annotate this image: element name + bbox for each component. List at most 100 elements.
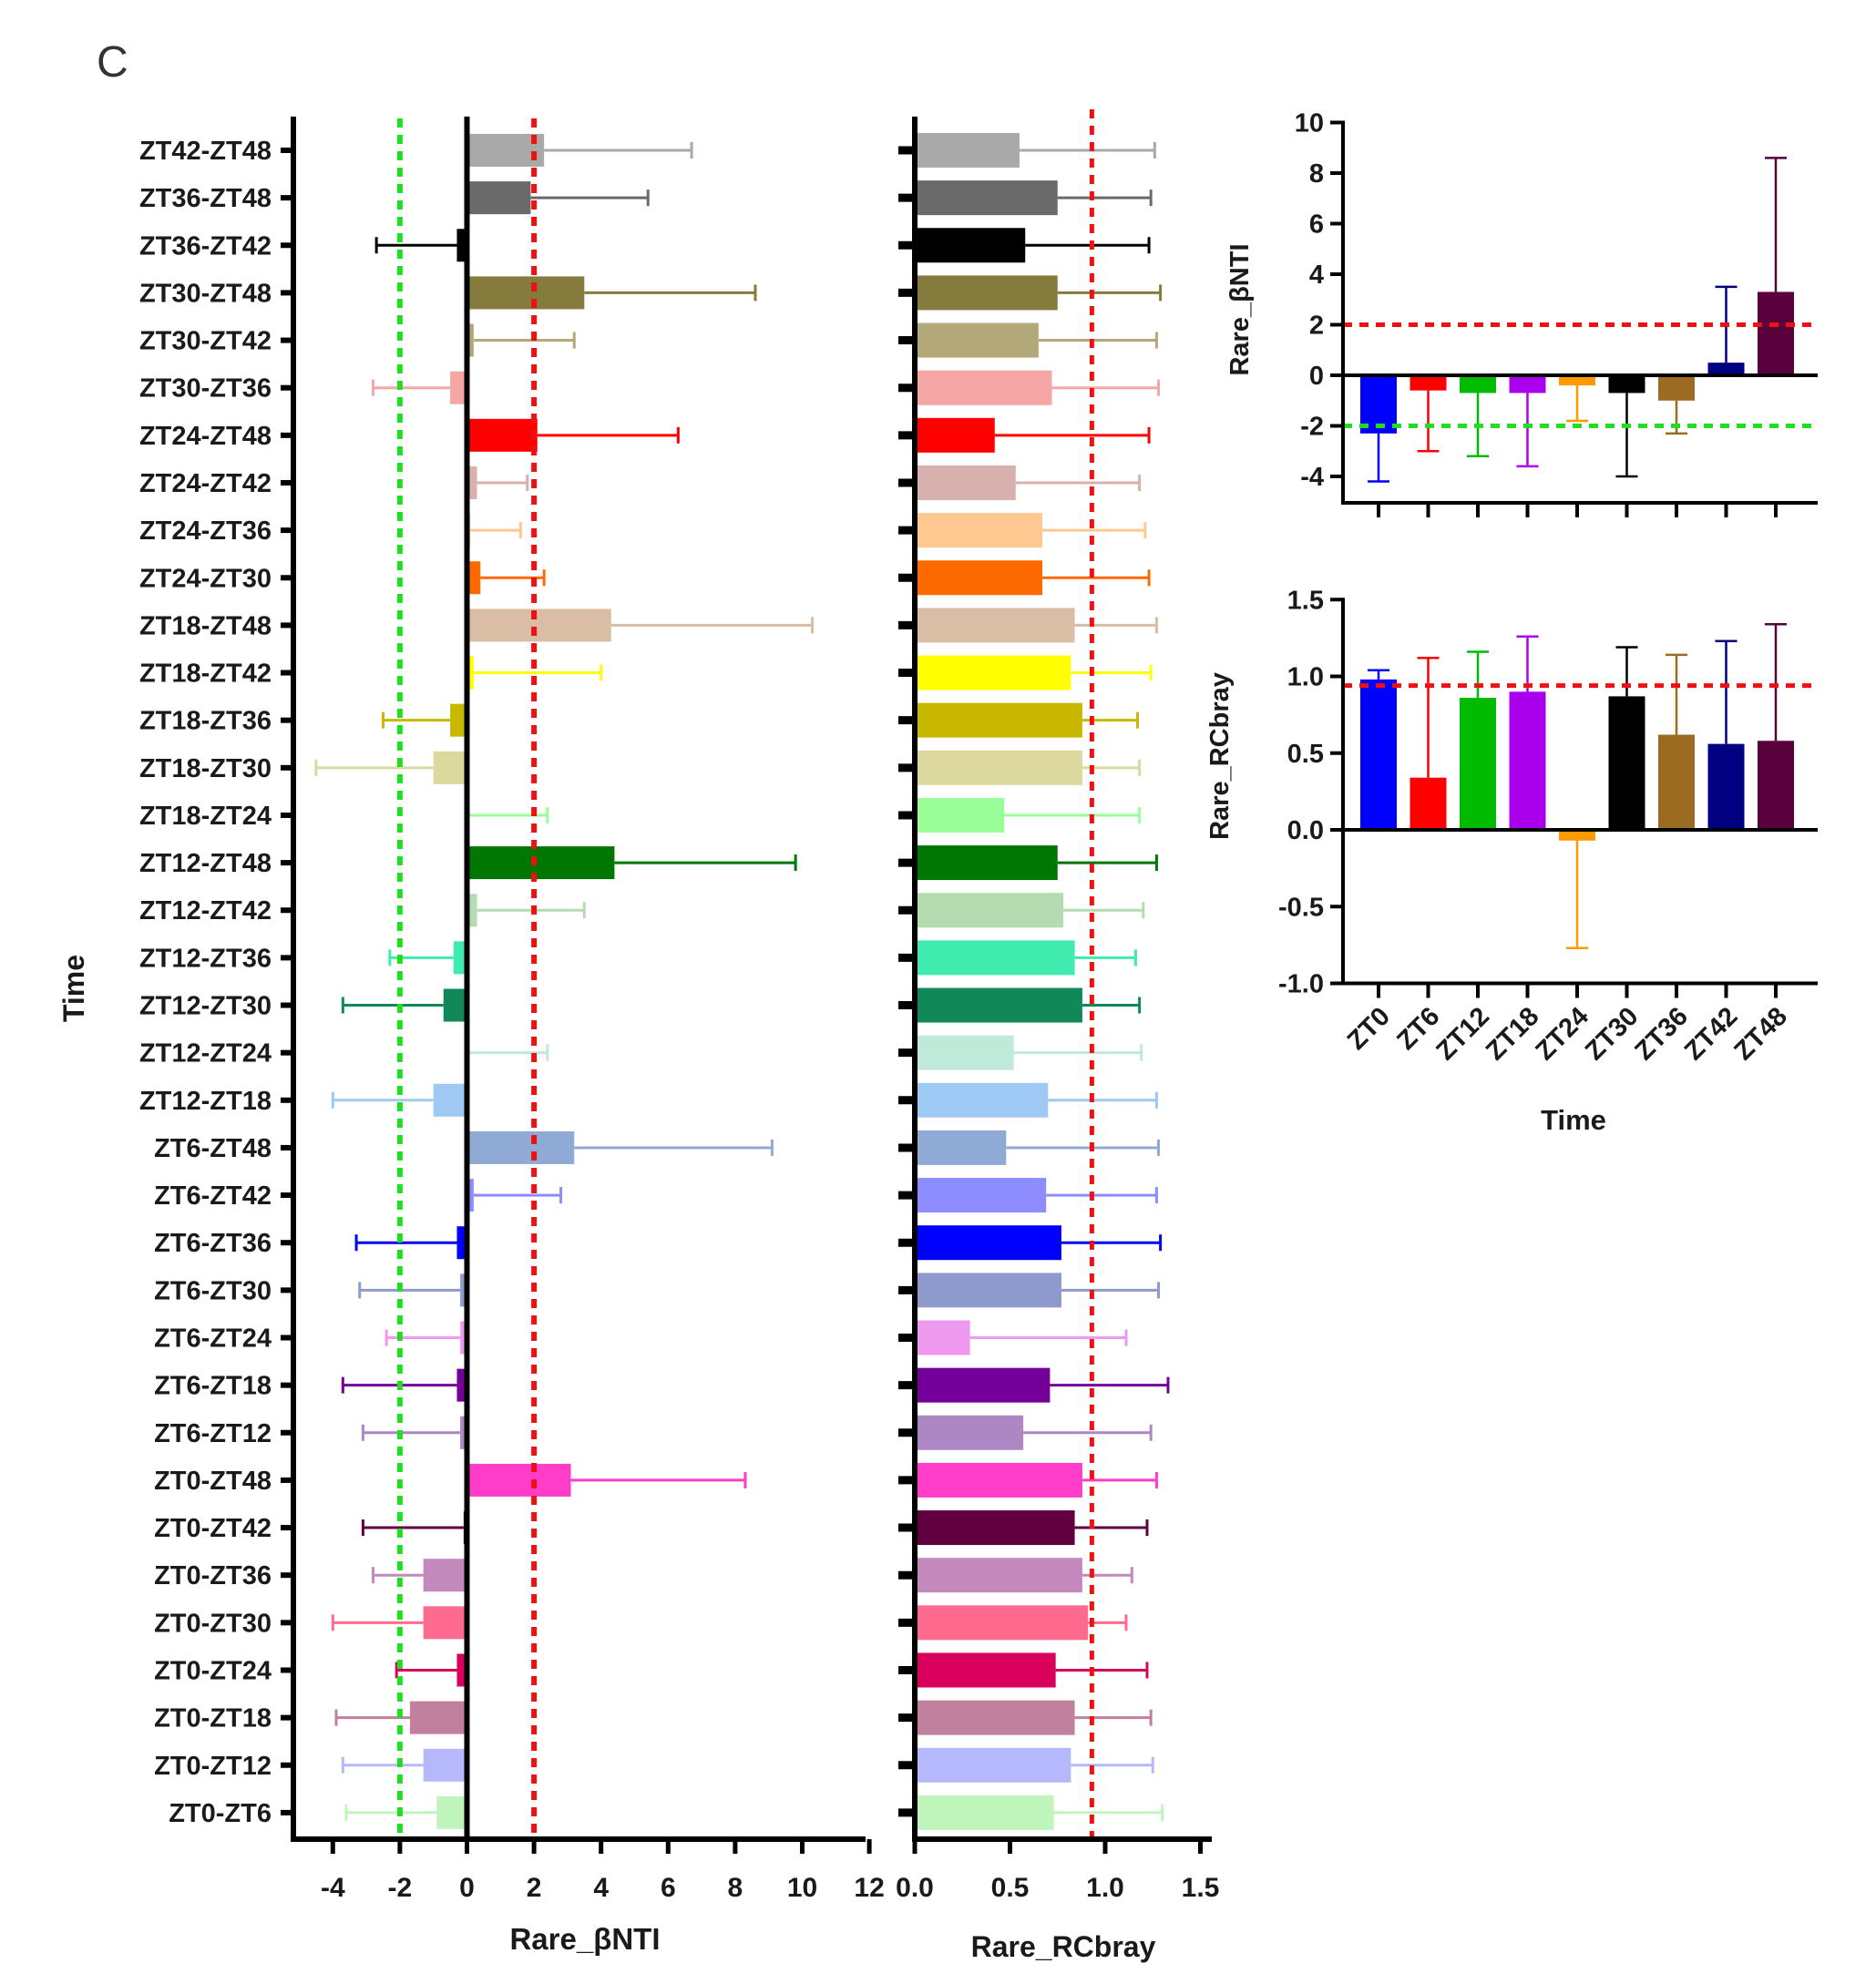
bar (423, 1559, 467, 1592)
bar (1608, 375, 1645, 394)
bar (915, 465, 1016, 500)
bar (433, 1083, 467, 1117)
bar (433, 751, 467, 784)
x-axis-title: Time (1541, 1104, 1606, 1136)
bar (915, 702, 1082, 738)
category-label: ZT24-ZT36 (139, 516, 272, 546)
y-tick-label: 4 (1309, 261, 1324, 290)
category-label: ZT6-ZT42 (154, 1181, 272, 1211)
bar (460, 1273, 467, 1307)
category-label: ZT0-ZT36 (154, 1561, 272, 1590)
category-label: ZT0-ZT24 (154, 1656, 272, 1685)
bar (456, 1653, 467, 1687)
x-tick-label: -4 (321, 1873, 345, 1903)
category-label: ZT12-ZT48 (139, 849, 272, 878)
bar (466, 1179, 474, 1212)
bar (915, 1605, 1089, 1641)
category-label: ZT24-ZT30 (139, 564, 272, 593)
bar (915, 655, 1071, 690)
bar (456, 1368, 467, 1402)
bar (466, 323, 474, 357)
y-tick-label: -1.0 (1278, 970, 1324, 999)
y-tick-label: 10 (1295, 109, 1324, 138)
bar (466, 181, 531, 215)
bar (460, 1416, 467, 1449)
bar (1460, 375, 1496, 394)
bar (466, 561, 481, 595)
top-right-bnti-chart: -4 -2 0 2 4 6 8 10 Rare_βNTI (1225, 109, 1818, 517)
bar (443, 988, 467, 1022)
x-tick-label: ZT12 (1430, 1002, 1494, 1066)
category-label: ZT0-ZT12 (154, 1752, 272, 1781)
category-label: ZT18-ZT30 (139, 754, 272, 783)
bar (423, 1748, 467, 1782)
bar (1758, 741, 1794, 830)
bar (466, 608, 611, 642)
y-tick-label: -0.5 (1278, 893, 1324, 922)
bar (436, 1795, 467, 1829)
category-label: ZT6-ZT12 (154, 1419, 272, 1448)
bar (915, 1462, 1082, 1498)
category-label: ZT30-ZT36 (139, 374, 272, 404)
bar (915, 1367, 1051, 1403)
bar (1460, 698, 1496, 830)
category-label: ZT12-ZT24 (139, 1039, 272, 1069)
bar (450, 703, 467, 737)
y-tick-label: 2 (1309, 312, 1324, 341)
bar (915, 1415, 1024, 1450)
y-tick-label: 8 (1309, 159, 1324, 189)
y-tick-label: 0.0 (1287, 816, 1324, 845)
y-axis-title: Rare_βNTI (1225, 243, 1255, 375)
category-label: ZT6-ZT18 (154, 1372, 272, 1401)
bar (423, 1606, 467, 1640)
x-tick-label: 0 (459, 1873, 475, 1903)
bar (460, 1321, 467, 1355)
bar (915, 845, 1058, 881)
x-tick-label: 1.5 (1182, 1873, 1220, 1903)
bar (466, 656, 474, 690)
category-label: ZT6-ZT24 (154, 1324, 272, 1354)
bar (1559, 830, 1595, 841)
y-tick-label: -4 (1300, 463, 1324, 492)
y-tick-label: 0 (1309, 362, 1324, 391)
bar (1509, 691, 1546, 830)
bar (915, 1082, 1049, 1118)
x-axis-title: Rare_RCbray (971, 1930, 1156, 1963)
category-label: ZT36-ZT48 (139, 184, 272, 213)
x-tick-label: 12 (854, 1873, 884, 1903)
category-label: ZT18-ZT24 (139, 802, 272, 831)
bar (1758, 291, 1794, 375)
category-label: ZT12-ZT36 (139, 944, 272, 973)
category-label: ZT6-ZT48 (154, 1134, 272, 1163)
bar (466, 894, 477, 927)
y-tick-label: 1.5 (1287, 586, 1324, 615)
bottom-right-rcbray-chart: ZT0ZT6ZT12ZT18ZT24ZT30ZT36ZT42ZT48-1.0-0… (1205, 586, 1818, 1136)
category-label: ZT0-ZT48 (154, 1467, 272, 1496)
category-label: ZT30-ZT48 (139, 279, 272, 308)
bar (915, 370, 1052, 405)
category-label: ZT0-ZT30 (154, 1609, 272, 1638)
bar (915, 275, 1058, 311)
y-axis-title: Time (57, 955, 90, 1022)
category-label: ZT12-ZT30 (139, 992, 272, 1021)
category-label: ZT18-ZT36 (139, 707, 272, 736)
bar (915, 1652, 1056, 1688)
bar (915, 133, 1020, 168)
x-tick-label: 6 (661, 1873, 676, 1903)
bar (466, 134, 545, 167)
category-label: ZT6-ZT30 (154, 1276, 272, 1305)
bar (466, 846, 615, 880)
bar (466, 465, 477, 499)
bar (915, 1558, 1082, 1593)
y-tick-label: 6 (1309, 210, 1324, 240)
category-label: ZT12-ZT18 (139, 1087, 272, 1116)
y-tick-label: -2 (1300, 413, 1324, 442)
category-label: ZT6-ZT36 (154, 1229, 272, 1258)
bar (915, 1320, 970, 1355)
category-label: ZT24-ZT48 (139, 422, 272, 451)
bar (1410, 777, 1447, 830)
category-label: ZT0-ZT6 (169, 1799, 272, 1828)
bar (450, 371, 467, 404)
bar (915, 1035, 1014, 1070)
x-tick-label: 0.5 (991, 1873, 1030, 1903)
